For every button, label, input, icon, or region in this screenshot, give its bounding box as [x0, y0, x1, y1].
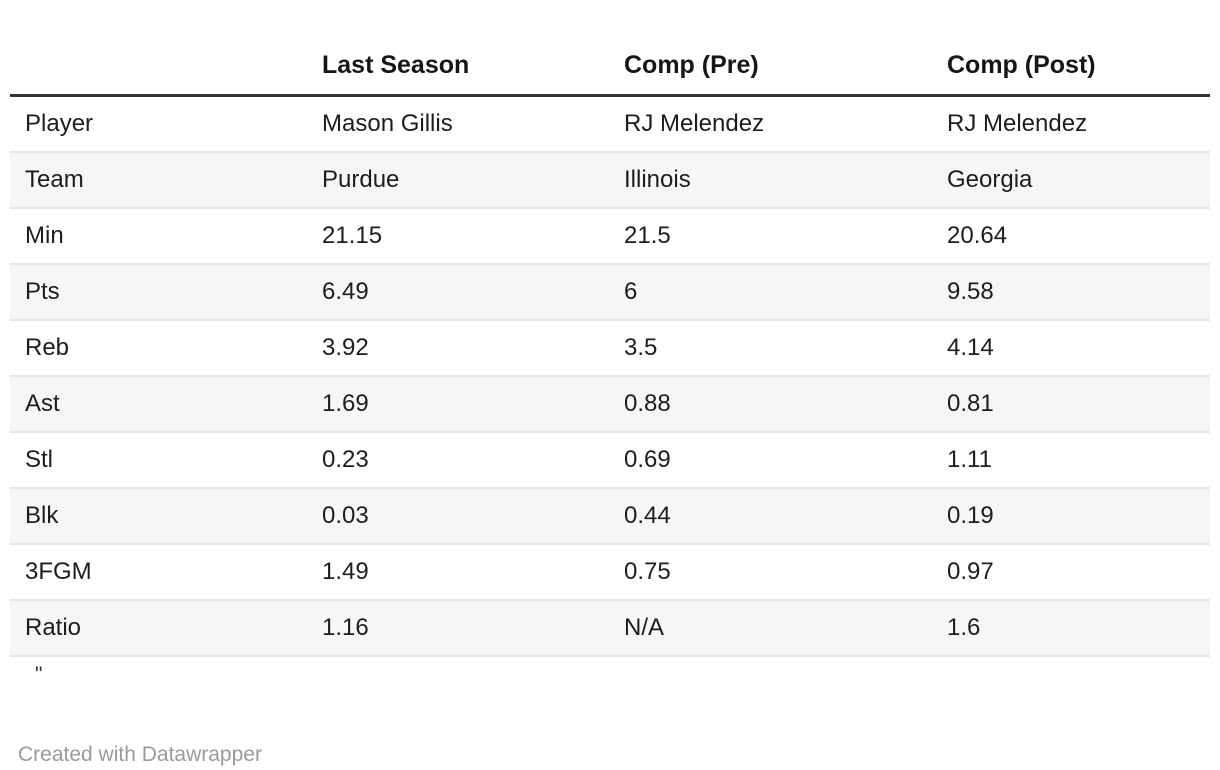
row-label: Pts	[10, 264, 307, 321]
row-label: Player	[10, 95, 307, 153]
table-header: Last Season Comp (Pre) Comp (Post)	[10, 36, 1210, 97]
cell: 6.49	[307, 264, 609, 321]
cell: 0.03	[307, 488, 609, 545]
column-header-comp-post: Comp (Post)	[932, 36, 1210, 97]
cell: 0.81	[932, 376, 1210, 433]
row-label: Reb	[10, 320, 307, 377]
comparison-table: Last Season Comp (Pre) Comp (Post) Playe…	[10, 36, 1210, 657]
row-label: Blk	[10, 488, 307, 545]
datawrapper-attribution: Created with Datawrapper	[18, 743, 262, 766]
cell: RJ Melendez	[609, 95, 932, 153]
cell: 21.5	[609, 208, 932, 265]
cell: Georgia	[932, 152, 1210, 209]
column-header-blank	[10, 36, 307, 97]
cell: 1.6	[932, 600, 1210, 657]
table-row: Ast 1.69 0.88 0.81	[10, 376, 1210, 433]
cell: Illinois	[609, 152, 932, 209]
cell: 1.49	[307, 544, 609, 601]
column-header-comp-pre: Comp (Pre)	[609, 36, 932, 97]
row-label: Ast	[10, 376, 307, 433]
table-body: Player Mason Gillis RJ Melendez RJ Melendez…	[10, 95, 1210, 657]
table-row: Stl 0.23 0.69 1.11	[10, 432, 1210, 489]
cell: 0.97	[932, 544, 1210, 601]
table-row: Reb 3.92 3.5 4.14	[10, 320, 1210, 377]
cell: Mason Gillis	[307, 95, 609, 153]
cell: 21.15	[307, 208, 609, 265]
header-row: Last Season Comp (Pre) Comp (Post)	[10, 36, 1210, 97]
cell: 1.11	[932, 432, 1210, 489]
cell: RJ Melendez	[932, 95, 1210, 153]
cell: 0.44	[609, 488, 932, 545]
table-row: Ratio 1.16 N/A 1.6	[10, 600, 1210, 657]
table-row: Pts 6.49 6 9.58	[10, 264, 1210, 321]
cell: 6	[609, 264, 932, 321]
cell: Purdue	[307, 152, 609, 209]
row-label: Team	[10, 152, 307, 209]
row-label: 3FGM	[10, 544, 307, 601]
row-label: Ratio	[10, 600, 307, 657]
cell: 3.5	[609, 320, 932, 377]
cell: N/A	[609, 600, 932, 657]
table-row: Min 21.15 21.5 20.64	[10, 208, 1210, 265]
cell: 0.75	[609, 544, 932, 601]
cell: 20.64	[932, 208, 1210, 265]
table-row: 3FGM 1.49 0.75 0.97	[10, 544, 1210, 601]
cell: 0.88	[609, 376, 932, 433]
cell: 0.69	[609, 432, 932, 489]
cell: 0.19	[932, 488, 1210, 545]
cell: 0.23	[307, 432, 609, 489]
cell: 4.14	[932, 320, 1210, 377]
row-label: Stl	[10, 432, 307, 489]
table-row: Team Purdue Illinois Georgia	[10, 152, 1210, 209]
row-label: Min	[10, 208, 307, 265]
cell: 1.69	[307, 376, 609, 433]
table-row: Blk 0.03 0.44 0.19	[10, 488, 1210, 545]
table-notes: "	[35, 663, 43, 686]
cell: 1.16	[307, 600, 609, 657]
column-header-last-season: Last Season	[307, 36, 609, 97]
cell: 3.92	[307, 320, 609, 377]
cell: 9.58	[932, 264, 1210, 321]
table-row: Player Mason Gillis RJ Melendez RJ Melendez	[10, 95, 1210, 153]
